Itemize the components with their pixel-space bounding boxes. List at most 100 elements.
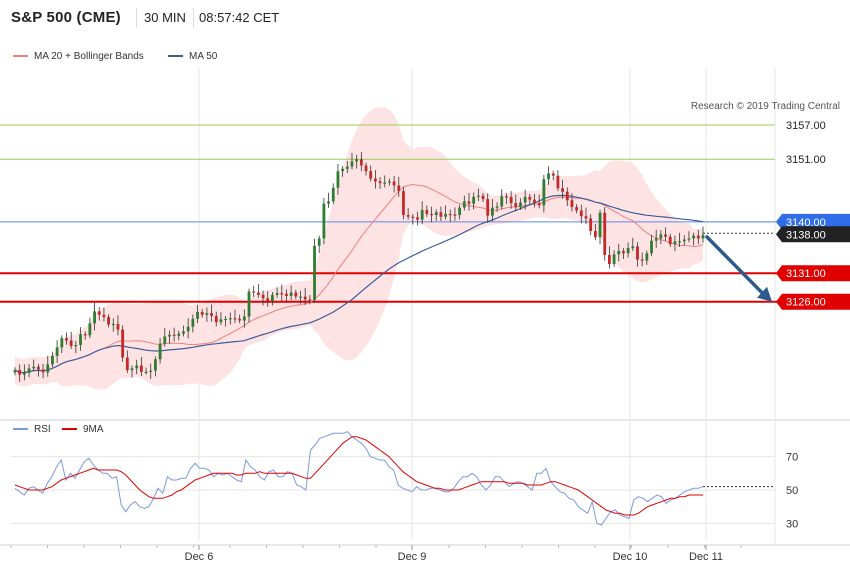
- candle-body: [584, 216, 588, 219]
- date-tick-label: Dec 6: [185, 551, 214, 563]
- candle-body: [41, 369, 45, 373]
- candle-body: [406, 215, 410, 217]
- legend-item-ma50: MA 50: [168, 51, 217, 62]
- candle-body: [214, 315, 218, 323]
- candle-body: [486, 199, 490, 216]
- candle-body: [327, 201, 330, 204]
- candle-body: [275, 293, 279, 295]
- candle-body: [285, 293, 288, 296]
- candle-body: [294, 292, 298, 297]
- candle-body: [462, 201, 466, 208]
- ma50-line: [14, 194, 704, 374]
- candle-body: [495, 206, 499, 208]
- ma9-swatch: [62, 428, 77, 431]
- candle-body: [271, 294, 274, 302]
- rsi-tick-label: 50: [786, 485, 798, 497]
- candle-body: [682, 239, 686, 242]
- ma50-swatch: [168, 55, 183, 58]
- candle-body: [664, 234, 667, 237]
- price-label: 3151.00: [786, 154, 826, 166]
- candle-body: [505, 196, 508, 198]
- candle-body: [158, 343, 162, 360]
- price-label: 3157.00: [786, 120, 826, 132]
- candle-body: [55, 347, 59, 356]
- legend-label-ma50: MA 50: [189, 51, 218, 62]
- candle-body: [481, 195, 485, 200]
- candle-body: [182, 331, 185, 334]
- candle-body: [219, 319, 223, 323]
- candle-body: [154, 359, 157, 371]
- candle-body: [650, 240, 653, 254]
- price-label: 3140.00: [786, 217, 826, 229]
- candle-body: [355, 159, 359, 162]
- candle-body: [490, 207, 494, 216]
- candle-body: [280, 293, 284, 295]
- clock-readout: 08:57:42 CET: [199, 10, 280, 25]
- rsi-swatch: [13, 428, 28, 431]
- candle-body: [149, 370, 153, 372]
- candle-body: [144, 371, 148, 374]
- candle-body: [111, 323, 115, 326]
- candle-body: [322, 203, 326, 239]
- candle-body: [331, 187, 335, 202]
- candle-body: [79, 334, 82, 346]
- candle-body: [640, 259, 644, 261]
- candle-body: [444, 213, 447, 217]
- legend-label-9ma: 9MA: [83, 424, 104, 435]
- candle-body: [172, 334, 176, 336]
- candle-body: [359, 159, 363, 166]
- candle-body: [570, 200, 574, 208]
- candle-body: [116, 323, 120, 330]
- candle-body: [425, 209, 429, 214]
- date-tick-label: Dec 11: [689, 551, 723, 563]
- timeframe-selector[interactable]: 30 MIN: [136, 8, 194, 28]
- candle-body: [130, 368, 134, 371]
- candle-body: [191, 318, 195, 327]
- chart-header: S&P 500 (CME) 30 MIN 08:57:42 CET: [0, 0, 850, 38]
- candle-body: [233, 318, 237, 320]
- rsi-tick-label: 30: [786, 518, 798, 530]
- candle-body: [696, 235, 700, 239]
- candle-body: [579, 210, 583, 217]
- rsi-legend: RSI 9MA: [0, 423, 400, 437]
- forecast-arrowhead: [757, 286, 772, 302]
- candle-body: [612, 254, 616, 265]
- candle-body: [97, 311, 101, 315]
- candle-body: [252, 291, 256, 293]
- research-credit: Research © 2019 Trading Central: [690, 101, 840, 112]
- candle-body: [547, 173, 550, 180]
- candle-body: [411, 216, 415, 218]
- price-tag-support: [776, 265, 850, 282]
- rsi-9ma-line: [14, 436, 703, 516]
- candle-body: [205, 313, 209, 315]
- date-tick-label: Dec 9: [398, 551, 427, 563]
- candle-body: [163, 336, 167, 344]
- candle-body: [556, 175, 560, 189]
- price-label: 3131.00: [786, 268, 826, 280]
- candle-body: [32, 366, 36, 369]
- candle-body: [603, 212, 607, 255]
- price-tag-support: [776, 293, 850, 310]
- candle-body: [528, 196, 532, 200]
- candle-body: [308, 299, 312, 301]
- candle-body: [60, 338, 64, 348]
- price-label: 3138.00: [786, 229, 826, 241]
- candle-body: [472, 196, 476, 204]
- candle-body: [299, 296, 302, 298]
- candle-body: [83, 334, 87, 336]
- candle-body: [420, 209, 424, 220]
- candle-body: [467, 201, 471, 204]
- price-tag-last: [776, 226, 850, 243]
- candle-body: [654, 238, 658, 241]
- candle-body: [668, 236, 672, 245]
- candle-body: [247, 291, 251, 317]
- candle-body: [565, 191, 569, 201]
- legend-item-ma20: MA 20 + Bollinger Bands: [13, 51, 144, 62]
- candle-body: [350, 161, 354, 167]
- instrument-title: S&P 500 (CME): [11, 9, 121, 26]
- candle-body: [313, 245, 316, 300]
- candle-body: [589, 218, 593, 232]
- candle-body: [238, 318, 242, 321]
- candle-body: [453, 214, 457, 216]
